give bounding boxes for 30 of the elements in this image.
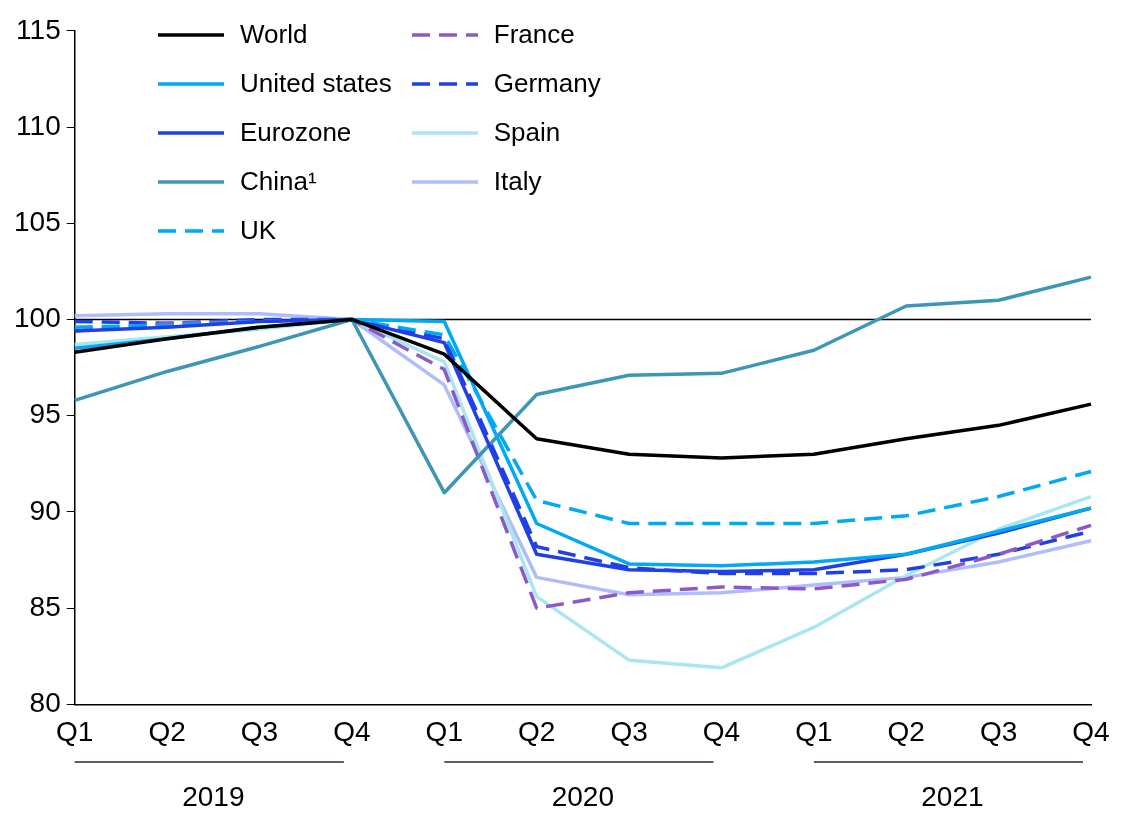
legend-label: China¹ [240, 166, 317, 197]
x-tick-label: Q4 [1072, 715, 1110, 747]
legend-label: Eurozone [240, 117, 352, 148]
x-tick-label: Q3 [240, 715, 279, 747]
x-tick-label: Q2 [887, 715, 925, 747]
x-tick-label: Q2 [148, 715, 186, 747]
y-tick-label: 110 [16, 109, 61, 141]
legend-label: UK [240, 215, 277, 246]
legend-label: Spain [493, 117, 561, 148]
x-tick-label: Q4 [333, 715, 371, 747]
legend-label: Germany [493, 68, 601, 99]
text: 2019 [182, 780, 245, 812]
x-tick-label: Q3 [610, 715, 648, 747]
text: 2020 [551, 780, 615, 812]
x-tick-label: Q4 [702, 715, 741, 747]
y-tick-label: 95 [29, 398, 61, 430]
x-tick-label: Q3 [979, 715, 1018, 747]
legend-label: United states [240, 68, 392, 99]
text: 2021 [921, 780, 984, 812]
x-tick-label: Q1 [795, 715, 833, 747]
y-tick-label: 100 [14, 302, 61, 334]
legend-label: France [493, 19, 575, 50]
y-tick-label: 90 [29, 494, 61, 526]
x-tick-label: Q2 [517, 715, 556, 747]
x-tick-label: Q1 [425, 715, 463, 747]
legend-label: Italy [493, 166, 542, 197]
y-tick-label: 105 [14, 205, 61, 237]
legend-label: World [240, 19, 308, 50]
y-tick-label: 115 [16, 13, 61, 45]
y-tick-label: 85 [29, 590, 61, 622]
